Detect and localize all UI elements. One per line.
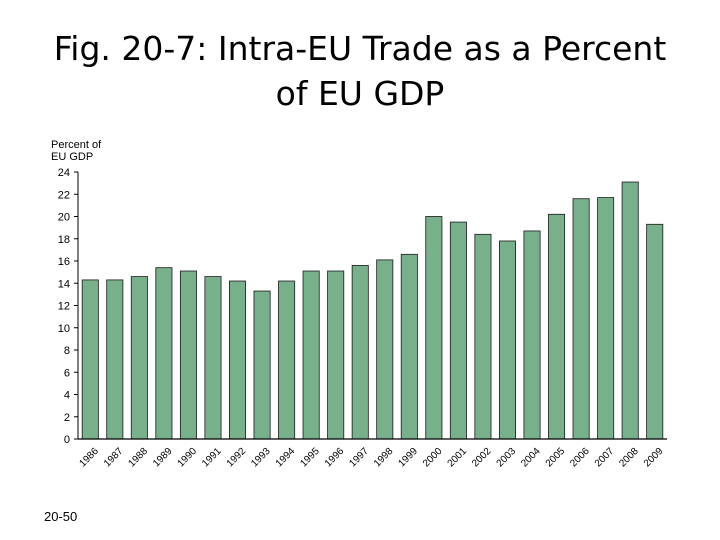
bar-1996 — [327, 270, 345, 440]
x-tick-label-1987: 1987 — [102, 446, 126, 470]
slide-title-line-2: of EU GDP — [275, 74, 445, 113]
y-tick-label: 24 — [58, 167, 70, 179]
y-tick-label: 14 — [58, 278, 70, 290]
x-tick-label-2005: 2005 — [544, 446, 568, 470]
x-tick-label-1990: 1990 — [176, 446, 200, 470]
x-tick-label-2004: 2004 — [519, 446, 543, 470]
bar-2009 — [646, 223, 664, 440]
x-tick-label-1988: 1988 — [126, 446, 150, 470]
bar-1986 — [81, 279, 99, 440]
x-tick-label-2001: 2001 — [446, 446, 470, 470]
bar-1990 — [179, 270, 197, 440]
x-tick-label-1986: 1986 — [77, 446, 101, 470]
bar-1988 — [130, 276, 148, 440]
y-axis-label-line-1: Percent of — [51, 139, 102, 151]
x-tick-label-1996: 1996 — [323, 446, 347, 470]
x-tick-label-2000: 2000 — [421, 446, 445, 470]
x-tick-label-1989: 1989 — [151, 446, 175, 470]
bar-1993 — [253, 290, 271, 440]
bar-2000 — [425, 216, 443, 440]
x-tick-label-1998: 1998 — [372, 446, 396, 470]
x-tick-label-1993: 1993 — [249, 446, 273, 470]
bar-1992 — [229, 280, 247, 440]
bar-2004 — [523, 230, 541, 440]
bars — [81, 181, 664, 440]
y-tick-label: 4 — [64, 390, 70, 402]
y-tick-label: 0 — [64, 434, 70, 446]
bar-1999 — [400, 253, 418, 440]
bar-1987 — [106, 279, 124, 440]
x-tick-label-2006: 2006 — [568, 446, 592, 470]
slide-title-line-1: Fig. 20-7: Intra-EU Trade as a Percent — [53, 29, 667, 68]
x-tick-label-1992: 1992 — [225, 446, 249, 470]
x-tick-label-2003: 2003 — [495, 446, 519, 470]
y-tick-label: 16 — [58, 256, 70, 268]
x-tick-label-1994: 1994 — [274, 446, 298, 470]
bar-2008 — [621, 181, 639, 440]
x-tick-label-2008: 2008 — [617, 446, 641, 470]
x-tick-label-2002: 2002 — [470, 446, 494, 470]
y-tick-label: 2 — [64, 412, 70, 424]
x-tick-label-1991: 1991 — [200, 446, 224, 470]
bar-2002 — [474, 233, 492, 440]
x-tick-label-1995: 1995 — [298, 446, 322, 470]
bar-1989 — [155, 267, 173, 440]
y-tick-label: 12 — [58, 301, 70, 313]
y-tick-label: 18 — [58, 234, 70, 246]
bar-1995 — [302, 270, 320, 440]
x-axis-ticks: 1986 1987 1988 1989 1990 1991 1992 1993 1994 1995… — [77, 446, 665, 470]
bar-1994 — [278, 280, 296, 440]
x-tick-label-1999: 1999 — [396, 446, 420, 470]
page-number: 20-50 — [44, 509, 78, 524]
x-tick-label-2007: 2007 — [593, 446, 617, 470]
y-tick-label: 10 — [58, 323, 70, 335]
bar-2007 — [597, 197, 615, 440]
x-tick-label-2009: 2009 — [642, 446, 666, 470]
y-tick-label: 20 — [58, 212, 70, 224]
y-axis-label-line-2: EU GDP — [51, 151, 93, 163]
bar-1997 — [351, 265, 369, 440]
bar-2006 — [572, 198, 590, 440]
x-tick-label-1997: 1997 — [347, 446, 371, 470]
y-tick-label: 22 — [58, 189, 70, 201]
bar-2003 — [498, 240, 516, 440]
y-tick-label: 6 — [64, 367, 70, 379]
bar-1998 — [376, 259, 394, 440]
slide-title: Fig. 20-7: Intra-EU Trade as a Percent o… — [30, 26, 690, 116]
bar-1991 — [204, 276, 222, 440]
y-tick-label: 8 — [64, 345, 70, 357]
bar-2005 — [548, 213, 566, 440]
bar-2001 — [449, 221, 467, 440]
